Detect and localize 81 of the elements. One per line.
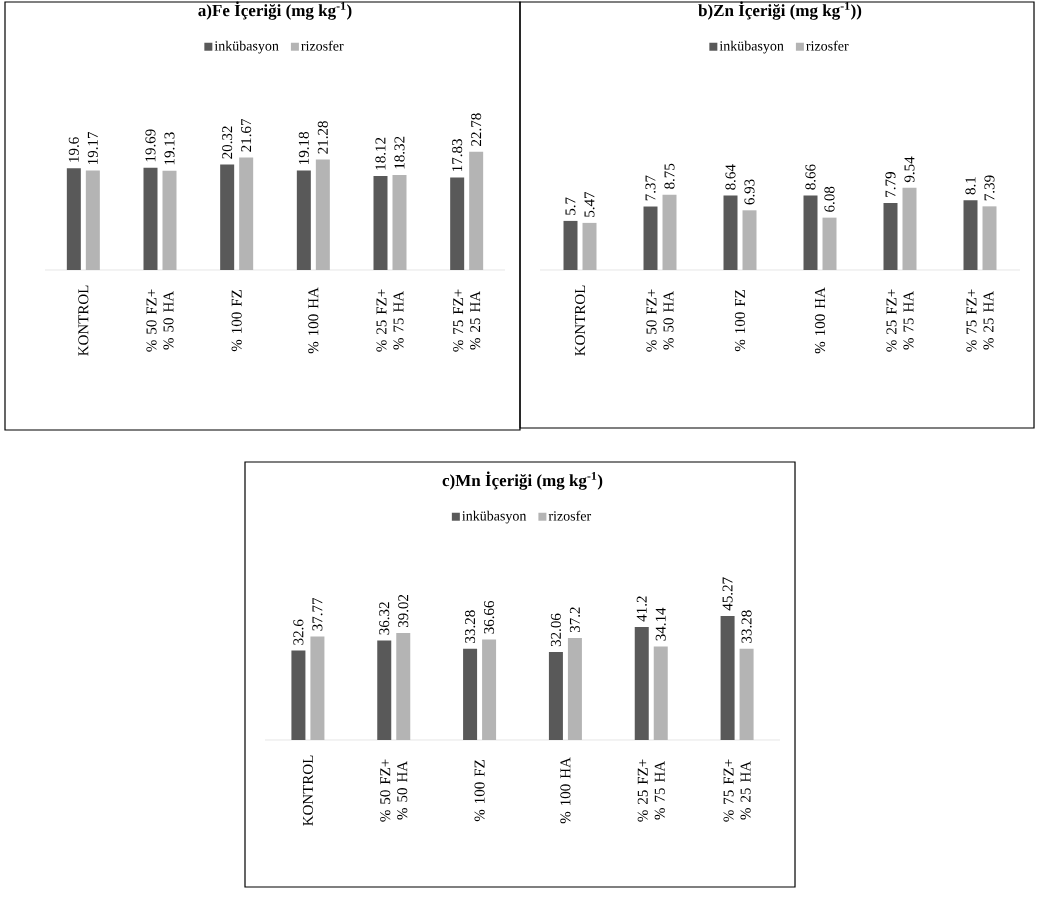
data-label: 6.93	[744, 179, 755, 205]
x-tick-label: % 25 FZ+ % 75 HA	[637, 759, 665, 822]
x-tick-label: % 25 FZ+ % 75 HA	[886, 289, 914, 352]
bar	[220, 164, 235, 270]
data-label: 19.13	[164, 132, 175, 165]
data-label: 32.06	[550, 613, 562, 647]
bar	[634, 627, 649, 740]
data-label: 8.66	[805, 164, 816, 190]
data-label: 19.18	[298, 132, 309, 164]
x-tick-label: % 75 FZ+ % 25 HA	[723, 759, 751, 822]
x-tick-label: % 75 FZ+ % 25 HA	[966, 289, 994, 352]
data-label: 36.32	[379, 602, 390, 635]
data-label: 19.17	[87, 131, 98, 164]
data-label: 33.28	[741, 610, 752, 643]
data-label: 21.67	[241, 119, 252, 152]
x-tick-label: % 50 FZ+ % 50 HA	[380, 759, 408, 822]
data-label: 17.83	[452, 139, 463, 171]
bar	[296, 170, 311, 270]
data-label: 45.27	[722, 577, 733, 611]
data-label: 18.32	[394, 136, 405, 169]
data-label: 33.28	[464, 610, 476, 643]
x-tick-label: % 50 FZ+ % 50 HA	[646, 289, 674, 352]
legend-label: rizosfer	[301, 40, 344, 51]
data-label: 32.6	[293, 619, 304, 645]
bar	[450, 177, 465, 270]
x-tick-label: % 25 FZ+ % 75 HA	[376, 289, 404, 352]
data-label: 39.02	[398, 594, 409, 628]
chart-title: a)Fe İçeriği (mg kg$^{-1}$)	[198, 1, 352, 20]
chart-title: b)Zn İçeriği (mg kg$^{-1}$))	[698, 1, 862, 20]
data-label: 20.32	[222, 126, 233, 159]
x-tick-label: % 100 FZ	[734, 290, 746, 352]
data-label: 37.2	[569, 607, 580, 633]
x-tick-label: % 75 FZ+ % 25 HA	[453, 289, 481, 352]
x-tick-label: KONTROL	[574, 285, 586, 356]
legend-label: inkübasyon	[462, 510, 527, 524]
bar	[803, 195, 818, 270]
data-label: 8.1	[965, 177, 976, 195]
data-label: 18.12	[375, 137, 386, 170]
data-label: 36.66	[484, 600, 495, 634]
legend-label: rizosfer	[806, 40, 849, 51]
bar	[643, 206, 658, 270]
data-label: 7.39	[984, 175, 995, 201]
data-label: 5.7	[565, 197, 576, 215]
data-label: 19.69	[145, 129, 156, 162]
x-tick-label: % 100 FZ	[474, 760, 485, 822]
x-tick-label: % 100 HA	[814, 287, 826, 354]
x-tick-label: KONTROL	[78, 285, 89, 356]
data-label: 41.2	[636, 596, 647, 622]
bar	[723, 195, 738, 270]
data-label: 34.14	[655, 607, 666, 641]
legend-label: inkübasyon	[214, 40, 279, 54]
bar	[377, 640, 392, 740]
bar	[883, 202, 898, 270]
x-tick-label: % 100 HA	[308, 287, 319, 354]
bar	[548, 652, 563, 740]
chart-title: c)Mn İçeriği (mg kg$^{-1}$)	[442, 471, 603, 490]
data-label: 22.78	[471, 113, 482, 146]
data-label: 19.6	[68, 137, 79, 162]
bar	[463, 648, 478, 740]
bar	[291, 650, 306, 740]
data-label: 8.75	[664, 163, 675, 189]
data-label: 5.47	[584, 191, 595, 217]
data-label: 37.77	[312, 597, 323, 631]
x-tick-label: KONTROL	[302, 755, 313, 826]
x-tick-label: % 100 FZ	[231, 290, 242, 352]
legend-label: inkübasyon	[719, 40, 784, 54]
legend-label: rizosfer	[548, 510, 592, 521]
bar	[373, 175, 388, 270]
bar	[66, 168, 81, 270]
data-label: 6.08	[824, 186, 835, 212]
data-label: 21.28	[317, 121, 328, 154]
data-label: 7.79	[885, 172, 896, 197]
data-label: 8.64	[725, 164, 736, 190]
x-tick-label: % 100 HA	[560, 757, 571, 824]
x-tick-label: % 50 FZ+ % 50 HA	[146, 289, 174, 352]
bar	[143, 167, 158, 270]
data-label: 7.37	[645, 175, 656, 201]
data-label: 9.54	[904, 156, 915, 183]
bar	[563, 220, 578, 270]
bar	[963, 200, 978, 270]
bar	[720, 615, 735, 740]
